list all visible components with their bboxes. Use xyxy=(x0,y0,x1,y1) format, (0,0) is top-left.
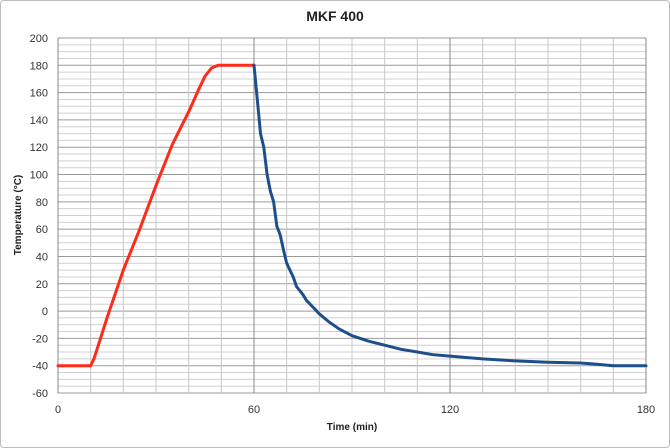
x-tick-label: 60 xyxy=(248,404,260,416)
x-tick-labels: 0 60 120 180 xyxy=(55,404,655,416)
y-axis-label: Temperature (°C) xyxy=(13,175,24,256)
x-tick-label: 180 xyxy=(637,404,655,416)
y-tick-label: -20 xyxy=(32,333,48,345)
series-lines xyxy=(56,63,648,368)
y-tick-label: 160 xyxy=(30,88,48,100)
y-tick-label: 80 xyxy=(36,197,48,209)
y-tick-label: 40 xyxy=(36,251,48,263)
y-tick-label: -40 xyxy=(32,361,48,373)
x-tick-label: 120 xyxy=(441,404,459,416)
y-tick-label: 20 xyxy=(36,279,48,291)
chart-title: MKF 400 xyxy=(306,8,364,24)
y-tick-label: -60 xyxy=(32,388,48,400)
y-tick-label: 100 xyxy=(30,170,48,182)
x-tick-label: 0 xyxy=(55,404,61,416)
y-tick-label: 200 xyxy=(30,33,48,45)
y-tick-labels: -60 -40 -20 0 20 40 60 80 100 120 140 160 180 200 xyxy=(30,33,48,400)
y-tick-label: 140 xyxy=(30,115,48,127)
x-axis-label: Time (min) xyxy=(327,422,377,433)
cooling-series-line xyxy=(252,63,648,368)
y-tick-label: 180 xyxy=(30,60,48,72)
y-tick-label: 60 xyxy=(36,224,48,236)
heating-series-line xyxy=(56,63,256,368)
y-tick-label: 120 xyxy=(30,142,48,154)
y-tick-label: 0 xyxy=(42,306,48,318)
grid xyxy=(57,37,647,394)
